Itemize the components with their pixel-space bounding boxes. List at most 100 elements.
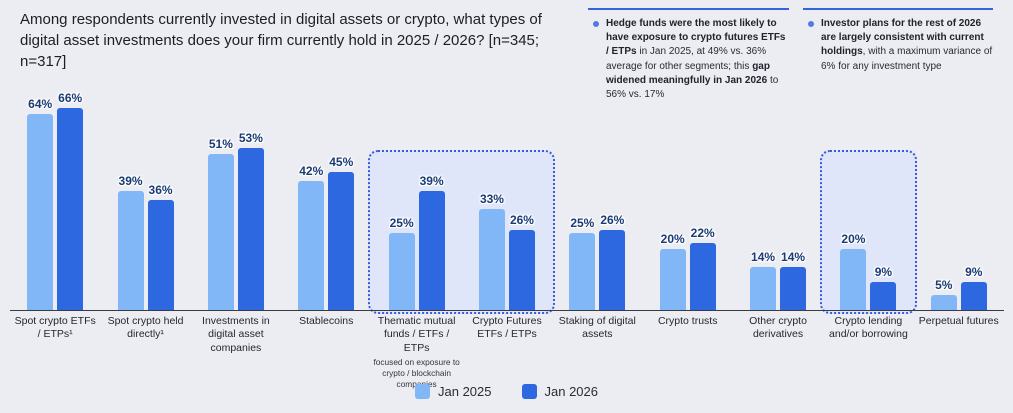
- callout-text: Investor plans for the rest of 2026 are …: [821, 18, 993, 72]
- value-label: 39%: [118, 174, 143, 188]
- bar-column: 39%: [418, 174, 445, 310]
- category-label: Perpetual futures: [918, 315, 999, 327]
- bar-jan-2025: [569, 233, 596, 310]
- bar-group: 39% 36%: [100, 84, 190, 310]
- bar-column: 25%: [569, 216, 596, 310]
- value-label: 14%: [751, 250, 776, 264]
- highlight-box: [820, 150, 917, 314]
- value-label: 25%: [570, 216, 595, 230]
- bar-jan-2025: [478, 209, 505, 310]
- bar-column: 9%: [960, 265, 987, 310]
- category-label: Spot crypto ETFs / ETPs¹: [14, 315, 96, 341]
- bar-group: 33% 26%: [462, 84, 552, 310]
- bar-jan-2025: [659, 249, 686, 310]
- value-label: 14%: [781, 250, 806, 264]
- bar-jan-2025: [388, 233, 415, 310]
- category-sublabel: focused on exposure to crypto / blockcha…: [373, 357, 460, 389]
- bar-group: 51% 53%: [191, 84, 281, 310]
- bar-group: 42% 45%: [281, 84, 371, 310]
- category-labels: Spot crypto ETFs / ETPs¹ Spot crypto held…: [10, 315, 1004, 390]
- category-label: Investments in digital asset companies: [202, 315, 270, 354]
- bar-column: 53%: [237, 131, 264, 310]
- bar-jan-2026: [328, 172, 355, 310]
- value-label: 51%: [208, 137, 233, 151]
- value-label: 36%: [148, 183, 173, 197]
- value-label: 39%: [419, 174, 444, 188]
- value-label: 42%: [299, 164, 324, 178]
- bar-jan-2025: [840, 249, 867, 310]
- bar-column: 66%: [57, 91, 84, 310]
- bar-column: 39%: [117, 174, 144, 310]
- bar-jan-2026: [599, 230, 626, 310]
- bar-column: 20%: [840, 232, 867, 310]
- bar-column: 9%: [870, 265, 897, 310]
- bar-group: 25% 39%: [371, 84, 461, 310]
- value-label: 20%: [841, 232, 866, 246]
- value-label: 22%: [690, 226, 715, 240]
- value-label: 5%: [935, 278, 953, 292]
- bar-jan-2025: [930, 295, 957, 310]
- bar-column: 42%: [298, 164, 325, 310]
- value-label: 25%: [389, 216, 414, 230]
- category-label: Crypto Futures ETFs / ETPs: [472, 315, 542, 341]
- bar-groups: 64% 66% 39% 36% 51% 53% 42% 45% 25% 39% 33% 26% 25% 2…: [10, 84, 1004, 310]
- bar-jan-2026: [689, 243, 716, 310]
- value-label: 26%: [600, 213, 625, 227]
- bar-jan-2025: [207, 154, 234, 310]
- legend-item: Jan 2025: [415, 384, 492, 399]
- bar-column: 45%: [328, 155, 355, 310]
- legend-swatch: [415, 384, 430, 399]
- bar-jan-2026: [780, 267, 807, 310]
- bar-column: 51%: [207, 137, 234, 310]
- bar-column: 64%: [27, 97, 54, 310]
- legend-item: Jan 2026: [521, 384, 599, 399]
- bar-group: 14% 14%: [733, 84, 823, 310]
- value-label: 53%: [238, 131, 263, 145]
- bar-jan-2025: [750, 267, 777, 310]
- bar-chart: 64% 66% 39% 36% 51% 53% 42% 45% 25% 39% 33% 26% 25% 2…: [10, 84, 1004, 314]
- bullet-icon: [808, 21, 814, 27]
- bar-jan-2026: [870, 282, 897, 310]
- bar-column: 20%: [659, 232, 686, 310]
- callout-1: Hedge funds were the most likely to have…: [588, 8, 789, 102]
- category-label: Spot crypto held directly¹: [107, 315, 184, 341]
- callout-2: Investor plans for the rest of 2026 are …: [803, 8, 993, 74]
- legend-label: Jan 2025: [438, 384, 492, 399]
- bar-group: 20% 22%: [643, 84, 733, 310]
- value-label: 45%: [329, 155, 354, 169]
- bar-group: 20% 9%: [823, 84, 913, 310]
- legend: Jan 2025 Jan 2026: [0, 384, 1013, 399]
- bar-jan-2026: [418, 191, 445, 310]
- bar-jan-2026: [960, 282, 987, 310]
- bar-column: 22%: [689, 226, 716, 310]
- bullet-icon: [593, 21, 599, 27]
- callout-text: Hedge funds were the most likely to have…: [606, 18, 786, 100]
- legend-label: Jan 2026: [544, 384, 599, 399]
- bar-jan-2026: [147, 200, 174, 310]
- x-axis-line: [10, 310, 1004, 311]
- bar-column: 25%: [388, 216, 415, 310]
- value-label: 9%: [965, 265, 983, 279]
- bar-column: 33%: [478, 192, 505, 310]
- value-label: 20%: [660, 232, 685, 246]
- bar-column: 14%: [750, 250, 777, 310]
- bar-group: 64% 66%: [10, 84, 100, 310]
- bar-jan-2026: [57, 108, 84, 310]
- value-label: 26%: [509, 213, 534, 227]
- bar-jan-2025: [298, 181, 325, 310]
- value-label: 66%: [58, 91, 83, 105]
- category-label: Thematic mutual funds / ETFs / ETPs focus…: [371, 315, 461, 390]
- bar-jan-2025: [27, 114, 54, 310]
- category-label: Staking of digital assets: [558, 315, 636, 341]
- value-label: 64%: [28, 97, 53, 111]
- bar-column: 14%: [780, 250, 807, 310]
- bar-jan-2026: [237, 148, 264, 310]
- category-label: Other crypto derivatives: [749, 315, 807, 341]
- bar-jan-2025: [117, 191, 144, 310]
- value-label: 33%: [479, 192, 504, 206]
- bar-group: 5% 9%: [914, 84, 1004, 310]
- bar-column: 5%: [930, 278, 957, 310]
- category-label: Crypto lending and/or borrowing: [829, 315, 908, 341]
- bar-group: 25% 26%: [552, 84, 642, 310]
